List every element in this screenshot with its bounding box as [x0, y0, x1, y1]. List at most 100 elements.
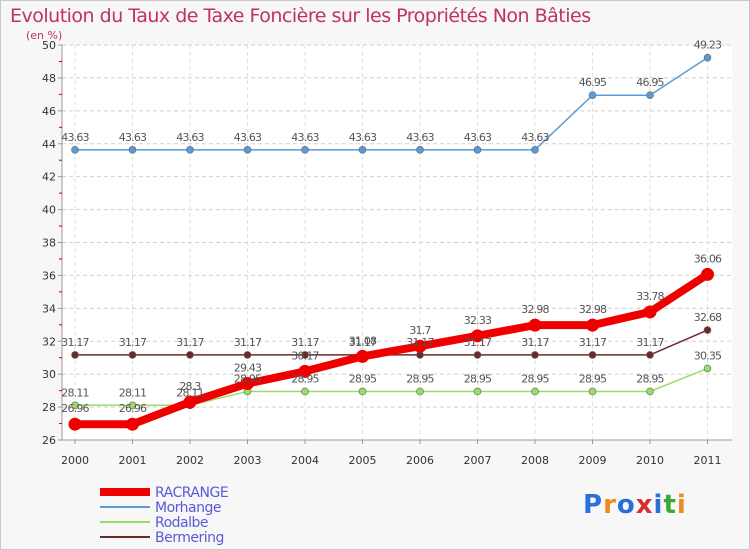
data-label-morhange: 43.63 — [406, 131, 434, 144]
data-point-bermering — [128, 351, 137, 359]
y-tick-label: 44 — [42, 138, 56, 151]
data-point-bermering — [531, 351, 539, 359]
y-tick-label: 46 — [42, 105, 56, 118]
data-point-racrange — [356, 349, 369, 363]
data-point-rodalbe — [301, 387, 309, 396]
data-point-rodalbe — [646, 387, 654, 396]
data-label-rodalbe: 28.95 — [579, 372, 607, 385]
data-point-racrange — [643, 305, 657, 319]
data-label-rodalbe: 28.95 — [406, 372, 434, 385]
data-label-morhange: 46.95 — [636, 76, 664, 89]
data-point-bermering — [703, 326, 712, 334]
data-label-bermering: 31.17 — [579, 336, 607, 349]
data-point-racrange — [701, 267, 714, 281]
proxiti-logo: Proxiti — [583, 490, 687, 520]
data-point-racrange — [183, 395, 197, 409]
y-tick-label: 28 — [42, 401, 56, 414]
legend-label-rodalbe: Rodalbe — [155, 515, 208, 531]
y-tick-label: 36 — [42, 269, 56, 282]
x-tick-label: 2009 — [579, 454, 607, 467]
y-tick-label: 42 — [42, 171, 56, 184]
y-tick-label: 26 — [42, 434, 56, 447]
data-point-morhange — [186, 146, 194, 154]
data-point-bermering — [186, 351, 194, 359]
data-point-bermering — [243, 351, 252, 359]
x-tick-label: 2006 — [406, 454, 434, 467]
data-label-bermering: 32.68 — [694, 311, 722, 324]
series-line-morhange — [74, 56, 709, 151]
data-point-rodalbe — [71, 401, 79, 410]
data-label-rodalbe: 28.11 — [176, 386, 204, 399]
data-label-racrange: 29.43 — [234, 362, 262, 375]
data-label-bermering: 31.17 — [176, 336, 204, 349]
data-point-morhange — [416, 146, 424, 154]
y-tick-label: 30 — [42, 368, 56, 381]
y-tick-label: 40 — [42, 204, 56, 217]
data-point-racrange — [586, 318, 599, 332]
x-tick-label: 2005 — [349, 454, 377, 467]
data-label-morhange: 43.63 — [61, 131, 89, 144]
data-point-bermering — [473, 351, 482, 359]
plot-area — [62, 45, 732, 440]
data-point-morhange — [128, 146, 137, 154]
data-label-racrange: 26.96 — [119, 402, 147, 415]
y-tick-label: 38 — [42, 237, 56, 250]
data-label-morhange: 43.63 — [291, 131, 319, 144]
chart-subtitle: (en %) — [26, 29, 63, 42]
data-point-rodalbe — [703, 364, 712, 373]
data-point-racrange — [413, 339, 427, 353]
data-point-racrange — [471, 329, 484, 343]
data-point-rodalbe — [358, 387, 367, 396]
data-label-racrange: 26.96 — [61, 402, 89, 415]
data-point-rodalbe — [416, 387, 424, 396]
data-label-rodalbe: 28.95 — [349, 372, 377, 385]
chart-title: Evolution du Taux de Taxe Foncière sur l… — [10, 5, 591, 27]
data-label-morhange: 43.63 — [234, 131, 262, 144]
data-label-bermering: 31.17 — [234, 336, 262, 349]
series-line-racrange — [71, 270, 712, 429]
data-label-bermering: 31.17 — [406, 336, 434, 349]
data-label-racrange: 31.7 — [409, 324, 431, 337]
data-label-morhange: 49.23 — [694, 39, 722, 52]
data-label-morhange: 43.63 — [464, 131, 492, 144]
y-tick-label: 48 — [42, 72, 56, 85]
legend-label-racrange: RACRANGE — [155, 485, 228, 501]
data-point-morhange — [646, 91, 654, 99]
data-label-bermering: 31.17 — [636, 336, 664, 349]
x-tick-label: 2002 — [176, 454, 204, 467]
data-label-racrange: 32.98 — [579, 303, 607, 316]
data-label-bermering: 31.17 — [291, 336, 319, 349]
x-tick-label: 2001 — [119, 454, 147, 467]
data-label-morhange: 43.63 — [349, 131, 377, 144]
data-point-racrange — [68, 417, 82, 431]
data-label-bermering: 31.17 — [349, 336, 377, 349]
data-label-bermering: 31.17 — [61, 336, 89, 349]
data-label-rodalbe: 28.11 — [61, 386, 89, 399]
data-label-morhange: 43.63 — [176, 131, 204, 144]
data-point-racrange — [528, 318, 542, 332]
legend-label-bermering: Bermering — [155, 530, 224, 546]
y-tick-label: 50 — [42, 39, 56, 52]
data-point-morhange — [71, 146, 79, 154]
data-point-morhange — [531, 146, 539, 154]
data-label-rodalbe: 30.35 — [694, 349, 722, 362]
data-point-bermering — [71, 351, 79, 359]
data-point-racrange — [241, 377, 254, 391]
data-label-racrange: 33.78 — [636, 290, 664, 303]
x-tick-label: 2004 — [291, 454, 319, 467]
data-point-bermering — [588, 351, 597, 359]
data-point-rodalbe — [588, 387, 597, 396]
data-label-racrange: 32.33 — [464, 314, 492, 327]
data-point-morhange — [473, 146, 482, 154]
legend-label-morhange: Morhange — [155, 500, 221, 516]
data-label-morhange: 43.63 — [521, 131, 549, 144]
data-label-racrange: 28.3 — [179, 380, 201, 393]
x-tick-label: 2000 — [61, 454, 89, 467]
data-point-morhange — [301, 146, 309, 154]
data-point-bermering — [646, 351, 654, 359]
data-label-racrange: 31.08 — [349, 334, 377, 347]
data-point-morhange — [358, 146, 367, 154]
y-tick-label: 34 — [42, 302, 56, 315]
data-point-racrange — [126, 417, 139, 431]
y-tick-label: 32 — [42, 335, 56, 348]
